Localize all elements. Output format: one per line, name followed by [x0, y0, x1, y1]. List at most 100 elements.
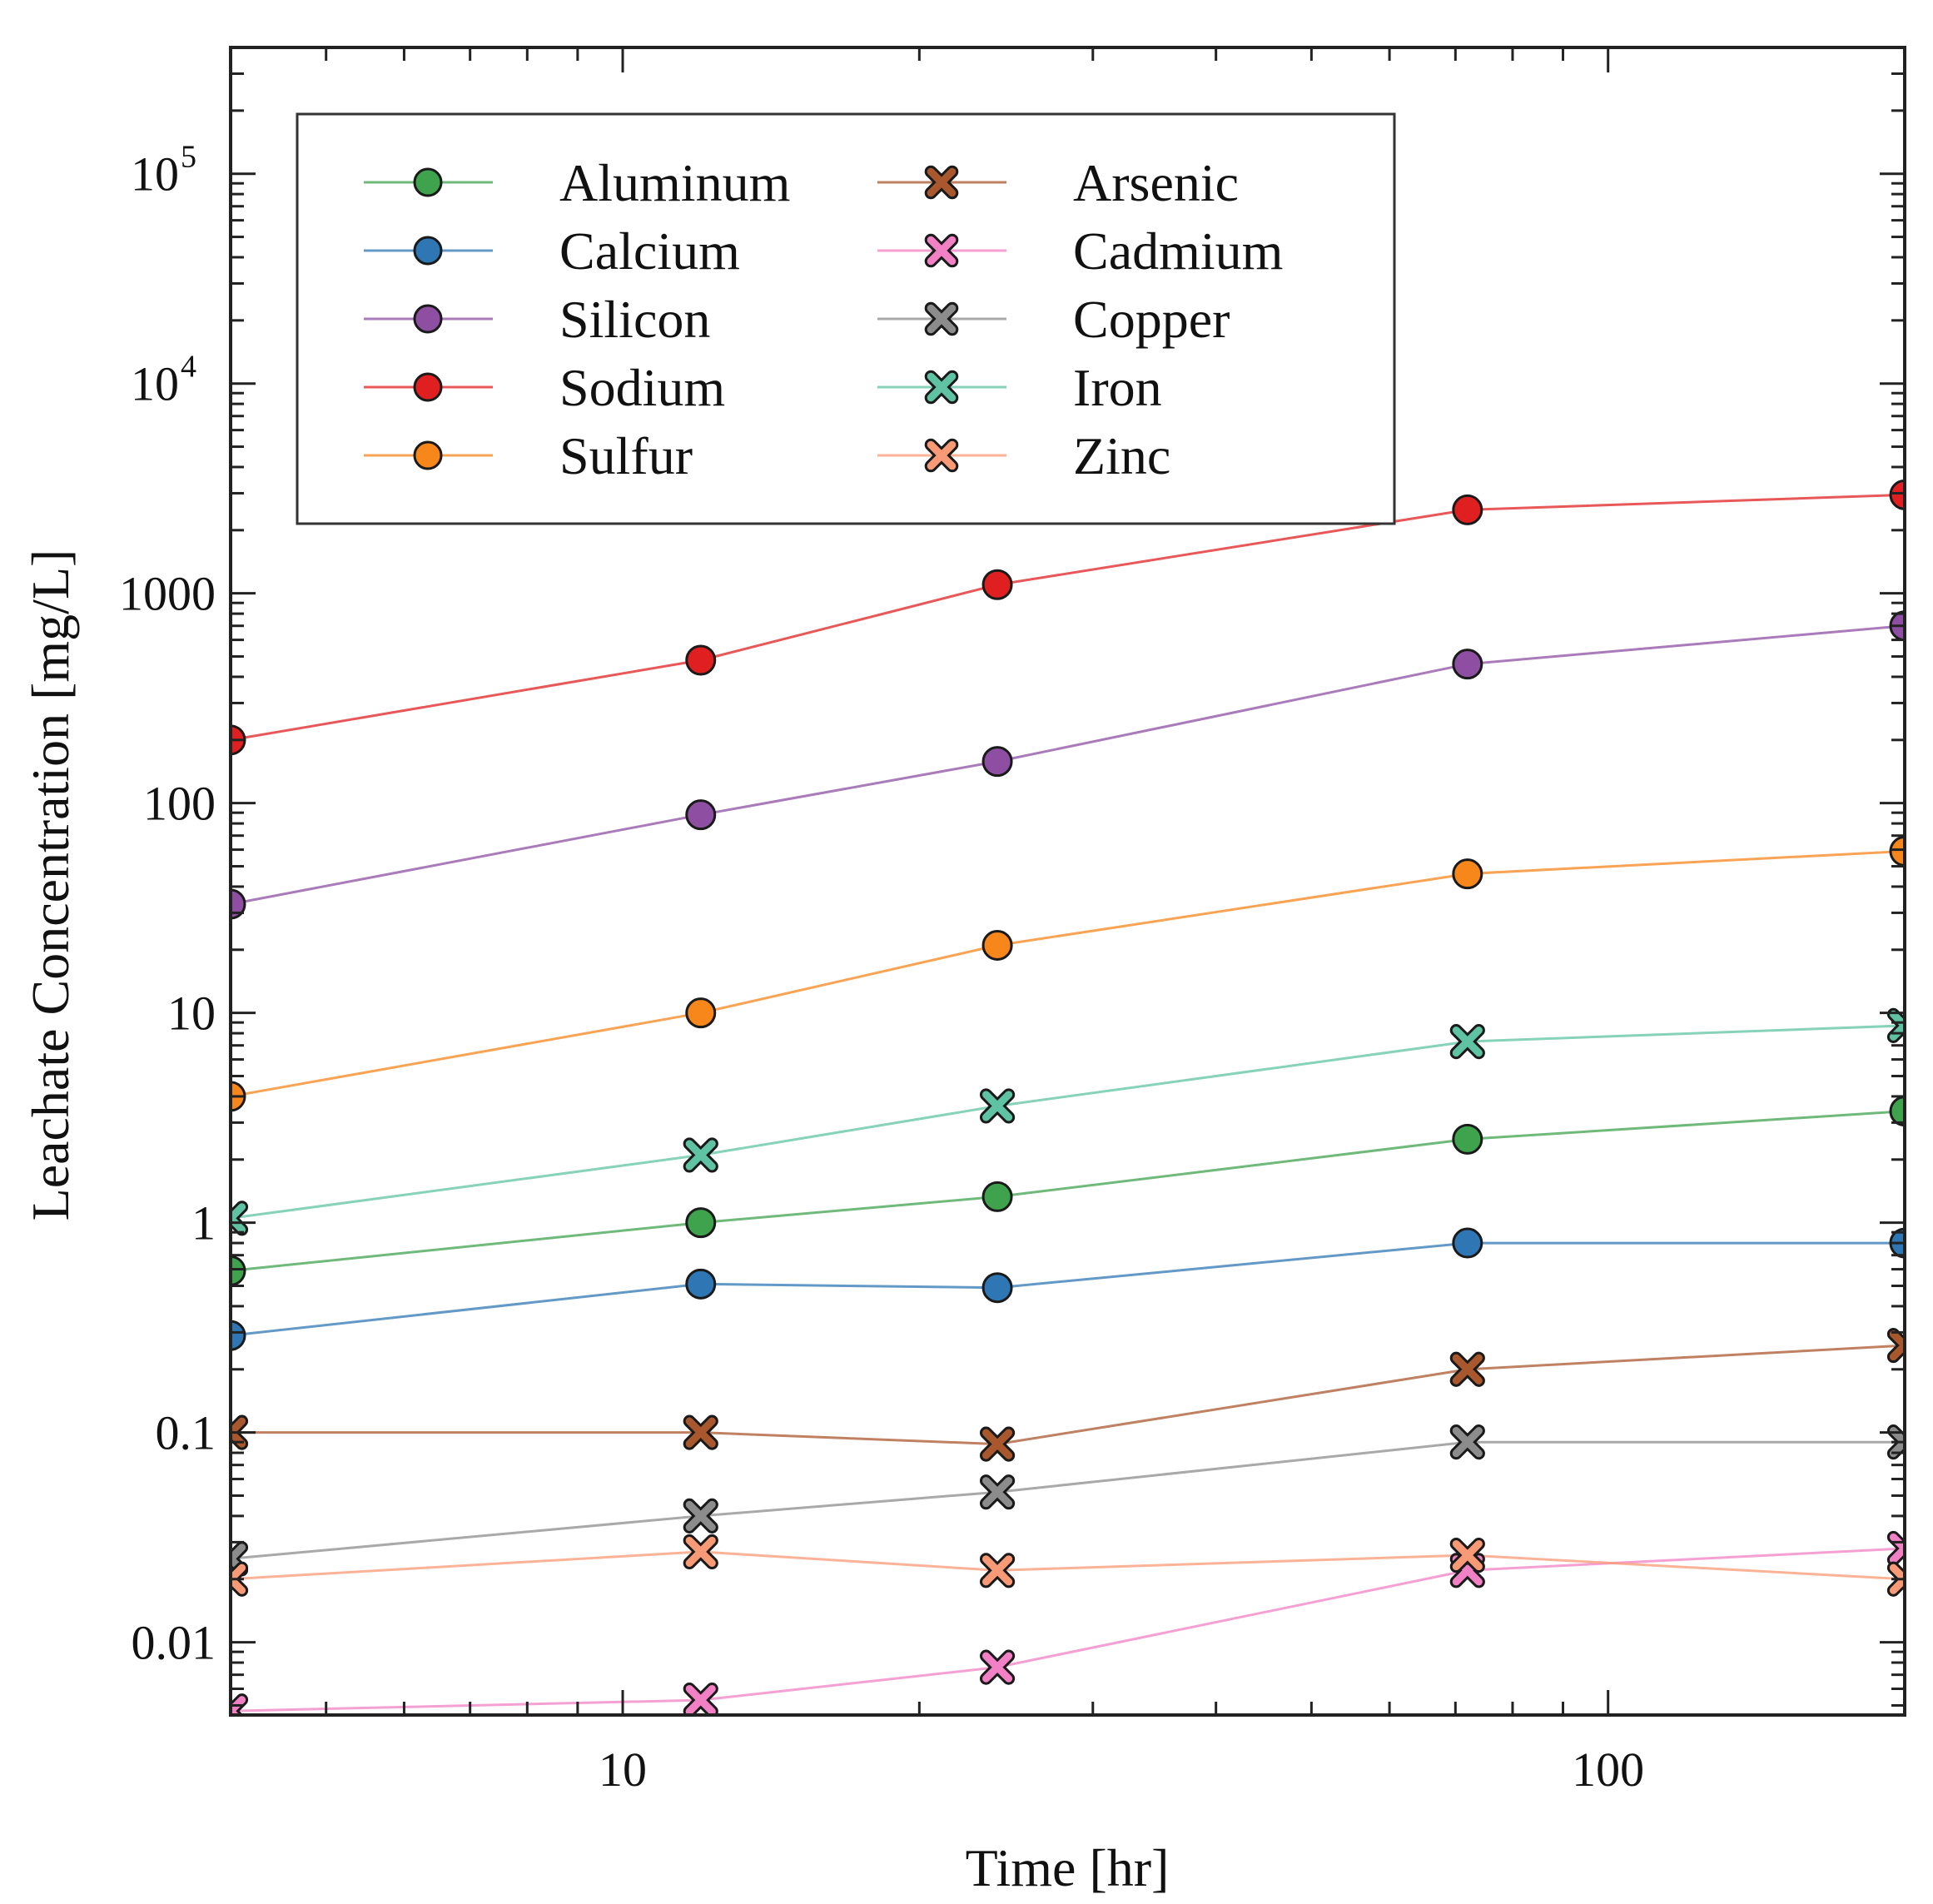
marker-x-stroke	[1452, 1539, 1483, 1571]
legend-item-arsenic: Arsenic	[877, 153, 1239, 212]
data-point-zinc	[1886, 1561, 1905, 1597]
legend-item-copper: Copper	[877, 290, 1230, 349]
marker-x-stroke	[981, 1555, 1013, 1586]
legend-item-aluminum: Aluminum	[364, 153, 790, 212]
data-point-iron	[231, 1201, 249, 1236]
x-axis-title: Time [hr]	[966, 1838, 1170, 1897]
marker-x-stroke	[981, 1477, 1013, 1508]
series-line-sodium	[231, 493, 1905, 742]
legend-item-sodium: Sodium	[364, 358, 725, 417]
data-point-aluminum	[1452, 1123, 1483, 1155]
marker-x-stroke	[231, 1544, 246, 1564]
data-point-aluminum	[1889, 1096, 1905, 1127]
marker-x-stroke	[685, 1500, 716, 1532]
legend-item-sulfur: Sulfur	[364, 426, 693, 485]
data-point-zinc	[1449, 1537, 1485, 1573]
data-point-sodium	[1889, 479, 1905, 510]
data-point-copper	[683, 1498, 718, 1534]
data-point-calcium	[1452, 1227, 1483, 1259]
marker-x-stroke	[231, 1417, 246, 1438]
marker-x-stroke	[981, 1429, 1013, 1459]
marker-x-stroke	[1889, 1427, 1905, 1448]
marker-x-stroke	[685, 1417, 716, 1448]
legend-item-zinc: Zinc	[877, 426, 1170, 485]
marker-x-stroke	[1889, 1340, 1905, 1361]
data-point-cadmium	[924, 233, 959, 268]
series-line-aluminum	[231, 1110, 1905, 1272]
data-point-iron	[924, 370, 959, 405]
data-point-sulfur	[413, 440, 443, 470]
data-point-silicon	[981, 746, 1013, 778]
marker-x-stroke	[1889, 1436, 1905, 1458]
data-point-copper	[1886, 1424, 1905, 1460]
legend: Aluminum Calcium Silicon Sodium Sulfur Arseni…	[296, 112, 1396, 525]
marker-x-stroke	[1889, 1543, 1905, 1564]
plot-area	[231, 479, 1905, 1715]
legend-label: Zinc	[1073, 426, 1170, 485]
data-point-iron	[979, 1088, 1016, 1124]
data-point-arsenic	[924, 165, 959, 200]
marker-x-stroke	[1452, 1427, 1483, 1458]
marker-x-stroke	[231, 1563, 246, 1585]
data-point-zinc	[231, 1561, 249, 1597]
legend-label: Aluminum	[559, 153, 790, 212]
data-point-cadmium	[231, 1693, 249, 1715]
series-group	[231, 479, 1905, 1715]
data-point-silicon	[413, 304, 443, 334]
marker-x-stroke	[685, 1140, 716, 1171]
data-point-sulfur	[1452, 858, 1483, 890]
data-point-silicon	[685, 799, 717, 831]
y-axis-title: Leachate Concentration [mg/L]	[21, 549, 80, 1221]
legend-label: Sodium	[559, 358, 725, 417]
marker-x-stroke	[231, 1212, 246, 1234]
marker-x-stroke	[231, 1573, 246, 1594]
data-point-aluminum	[981, 1181, 1013, 1212]
data-point-sulfur	[1889, 835, 1905, 867]
data-point-calcium	[413, 236, 443, 266]
data-point-sodium	[685, 644, 717, 676]
marker-x-stroke	[685, 1684, 716, 1715]
legend-item-silicon: Silicon	[364, 290, 710, 349]
data-point-silicon	[1452, 649, 1483, 680]
data-point-copper	[1449, 1424, 1485, 1460]
y-tick-label: 0.01	[132, 1616, 216, 1670]
series-line-calcium	[231, 1241, 1905, 1337]
data-point-copper	[924, 301, 959, 336]
series-line-arsenic	[231, 1344, 1905, 1446]
data-point-zinc	[979, 1553, 1016, 1588]
data-point-aluminum	[413, 167, 443, 197]
data-point-sodium	[1452, 494, 1483, 525]
legend-label: Sulfur	[559, 426, 693, 485]
data-point-copper	[979, 1474, 1016, 1510]
legend-label: Iron	[1073, 358, 1162, 417]
y-tick-label-exponent: 4	[181, 350, 196, 385]
marker-x-stroke	[1889, 1533, 1905, 1554]
data-point-sodium	[413, 372, 443, 402]
data-point-cadmium	[1886, 1530, 1905, 1567]
marker-x-stroke	[231, 1696, 246, 1715]
y-tick-label: 0.1	[156, 1406, 216, 1460]
data-point-silicon	[231, 888, 246, 920]
series-line-zinc	[231, 1550, 1905, 1581]
data-point-zinc	[924, 438, 959, 473]
marker-x-stroke	[1889, 1573, 1905, 1594]
data-point-iron	[1449, 1023, 1485, 1060]
data-point-arsenic	[1886, 1327, 1905, 1364]
legend-item-iron: Iron	[877, 358, 1162, 417]
legend-label: Cadmium	[1073, 221, 1283, 281]
data-point-calcium	[981, 1272, 1013, 1304]
data-point-cadmium	[683, 1682, 718, 1715]
y-tick-label: 1000	[119, 567, 216, 621]
series-line-copper	[231, 1440, 1905, 1560]
y-tick-label-exponent: 5	[181, 140, 196, 175]
marker-x-stroke	[685, 1536, 716, 1568]
y-tick-label: 10	[167, 987, 216, 1041]
data-point-calcium	[231, 1320, 246, 1351]
legend-label: Arsenic	[1073, 153, 1239, 212]
marker-x-stroke	[231, 1427, 246, 1448]
y-tick-label: 100	[143, 777, 216, 831]
series-line-silicon	[231, 624, 1905, 906]
marker-x-stroke	[927, 440, 957, 470]
